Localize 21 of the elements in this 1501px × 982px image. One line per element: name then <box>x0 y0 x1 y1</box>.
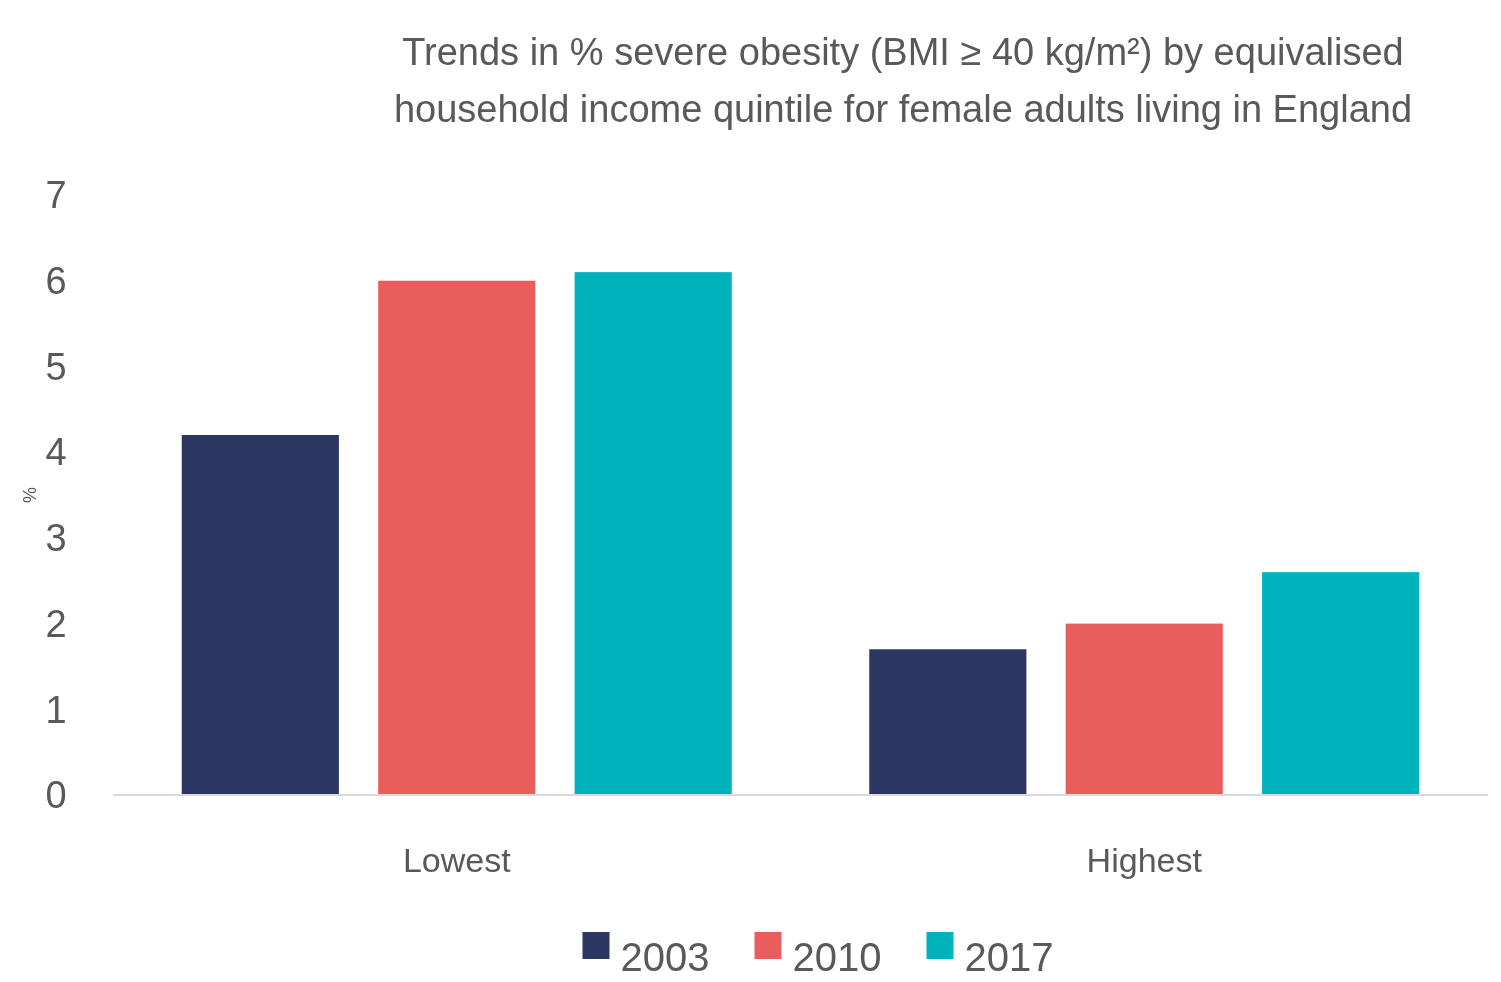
bar <box>1262 572 1420 795</box>
chart-title: Trends in % severe obesity (BMI ≥ 40 kg/m²) by equivalised household income quintile for female adults living in England <box>393 31 1413 130</box>
bar <box>869 649 1027 795</box>
bar <box>181 435 339 795</box>
y-tick-label: 7 <box>45 174 67 217</box>
bar <box>574 272 732 795</box>
legend-label: 2003 <box>620 935 710 979</box>
y-tick-label: 3 <box>45 517 67 560</box>
legend-label: 2017 <box>964 935 1054 979</box>
x-tick-label: Lowest <box>402 840 512 879</box>
y-tick-label: 0 <box>45 774 67 817</box>
bar <box>378 280 536 795</box>
y-tick-label: 1 <box>45 688 67 731</box>
y-axis-title: % <box>20 486 40 504</box>
bar <box>1065 623 1223 795</box>
y-tick-label: 5 <box>45 345 67 388</box>
y-tick-label: 4 <box>45 431 67 474</box>
y-tick-label: 2 <box>45 602 67 645</box>
legend-label: 2010 <box>792 935 882 979</box>
x-tick-label: Highest <box>1086 840 1203 879</box>
y-tick-label: 6 <box>45 260 67 303</box>
